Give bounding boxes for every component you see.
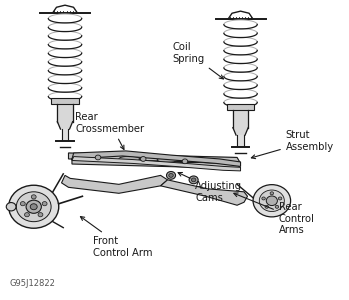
- Polygon shape: [233, 128, 248, 135]
- Ellipse shape: [157, 158, 178, 162]
- Circle shape: [259, 190, 284, 212]
- Circle shape: [265, 205, 268, 208]
- Polygon shape: [68, 153, 240, 164]
- Polygon shape: [61, 176, 168, 193]
- Circle shape: [189, 176, 198, 184]
- Circle shape: [169, 173, 173, 177]
- Polygon shape: [161, 180, 247, 205]
- Circle shape: [16, 192, 51, 222]
- Polygon shape: [72, 151, 240, 167]
- Circle shape: [270, 192, 274, 195]
- Circle shape: [6, 202, 16, 211]
- FancyBboxPatch shape: [51, 98, 79, 104]
- Text: Rear
Crossmember: Rear Crossmember: [75, 112, 144, 149]
- Circle shape: [31, 195, 36, 199]
- Text: Front
Control Arm: Front Control Arm: [80, 217, 152, 258]
- FancyBboxPatch shape: [227, 104, 254, 110]
- Circle shape: [279, 197, 282, 200]
- Polygon shape: [68, 153, 240, 169]
- Circle shape: [266, 196, 277, 206]
- Circle shape: [253, 184, 291, 217]
- Circle shape: [166, 172, 176, 179]
- Circle shape: [26, 200, 42, 213]
- Circle shape: [38, 213, 43, 217]
- Circle shape: [95, 155, 101, 160]
- Text: Strut
Assembly: Strut Assembly: [251, 130, 334, 159]
- Circle shape: [140, 157, 146, 161]
- Ellipse shape: [119, 156, 140, 162]
- Polygon shape: [72, 157, 240, 171]
- Circle shape: [182, 159, 188, 164]
- Text: Adjusting
Cams: Adjusting Cams: [178, 172, 243, 203]
- Circle shape: [9, 185, 59, 228]
- Text: Rear
Control
Arms: Rear Control Arms: [234, 193, 315, 235]
- Circle shape: [262, 197, 265, 200]
- Text: G95J12822: G95J12822: [9, 279, 55, 288]
- Text: Coil
Spring: Coil Spring: [173, 42, 223, 79]
- Circle shape: [275, 205, 279, 208]
- Circle shape: [24, 213, 29, 217]
- Circle shape: [191, 178, 196, 182]
- Circle shape: [42, 202, 47, 206]
- Circle shape: [20, 202, 25, 206]
- Polygon shape: [57, 122, 73, 129]
- Circle shape: [30, 204, 37, 210]
